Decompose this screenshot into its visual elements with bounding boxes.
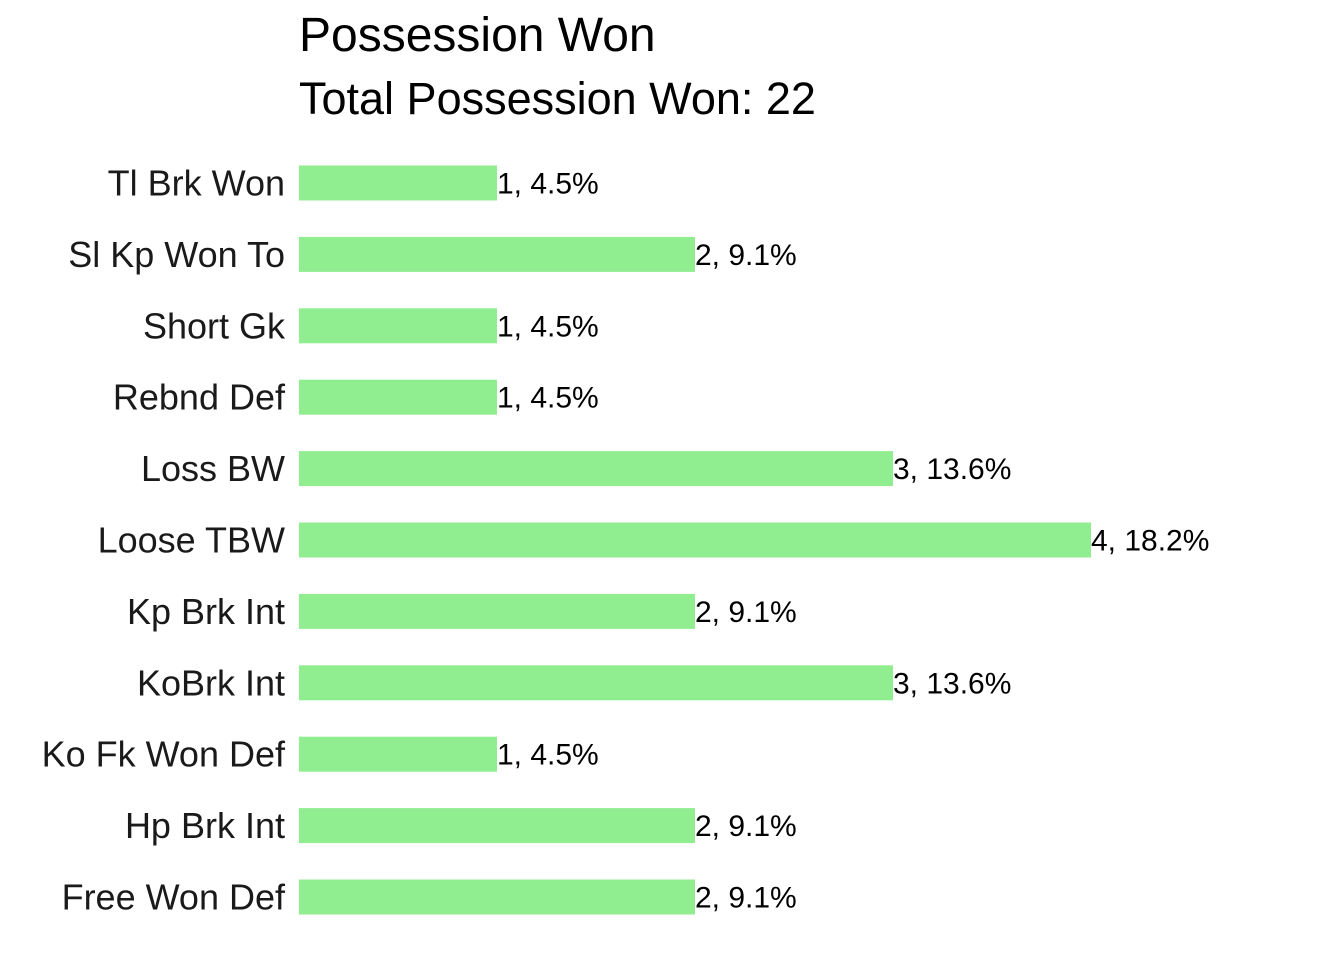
bar — [299, 236, 695, 272]
bar — [299, 593, 695, 629]
bar — [299, 451, 893, 487]
bar — [299, 165, 497, 201]
bar — [299, 736, 497, 772]
category-label: Short Gk — [143, 305, 286, 346]
category-label: Tl Brk Won — [108, 163, 285, 204]
data-label: 2, 9.1% — [695, 810, 797, 843]
category-label: Kp Brk Int — [127, 591, 285, 632]
chart-title: Possession Won — [299, 9, 656, 62]
category-label: Rebnd Def — [113, 377, 286, 418]
category-label: Loss BW — [141, 448, 285, 489]
bar — [299, 522, 1091, 558]
category-label: Free Won Def — [62, 877, 286, 918]
data-label: 2, 9.1% — [695, 596, 797, 629]
chart-subtitle: Total Possession Won: 22 — [299, 73, 816, 124]
category-label: Loose TBW — [98, 520, 285, 561]
category-label: Hp Brk Int — [125, 805, 285, 846]
bar — [299, 308, 497, 344]
data-label: 1, 4.5% — [497, 168, 599, 201]
bar — [299, 379, 497, 415]
bar — [299, 879, 695, 915]
data-label: 1, 4.5% — [497, 739, 599, 772]
category-label: Ko Fk Won Def — [42, 734, 286, 775]
bar — [299, 808, 695, 844]
category-label: KoBrk Int — [137, 662, 285, 703]
data-label: 3, 13.6% — [893, 667, 1011, 700]
data-label: 1, 4.5% — [497, 382, 599, 415]
data-label: 2, 9.1% — [695, 882, 797, 915]
data-label: 1, 4.5% — [497, 310, 599, 343]
data-label: 4, 18.2% — [1091, 525, 1209, 558]
bar — [299, 665, 893, 701]
data-label: 2, 9.1% — [695, 239, 797, 272]
data-label: 3, 13.6% — [893, 453, 1011, 486]
category-label: Sl Kp Won To — [68, 234, 285, 275]
